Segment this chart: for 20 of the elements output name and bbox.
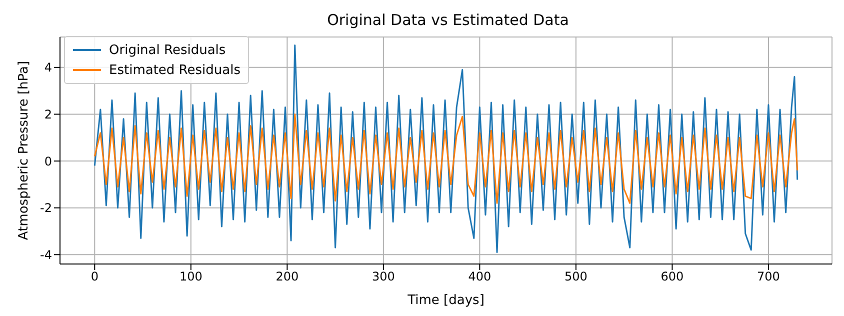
y-tick-label: 4 xyxy=(44,60,52,75)
x-tick-label: 200 xyxy=(276,270,299,284)
legend-label: Estimated Residuals xyxy=(109,62,240,78)
legend-label: Original Residuals xyxy=(109,42,226,58)
line-series xyxy=(94,113,798,204)
y-tick-label: 0 xyxy=(44,154,52,168)
x-tick-label: 400 xyxy=(468,270,492,284)
x-tick-label: 0 xyxy=(90,270,98,284)
y-tick-label: -2 xyxy=(40,201,52,216)
x-axis-title: Time [days] xyxy=(406,293,484,308)
x-tick-label: 700 xyxy=(757,270,780,284)
x-tick-label: 500 xyxy=(564,270,588,284)
y-tick-label: -4 xyxy=(40,248,52,262)
x-tick-label: 300 xyxy=(372,270,395,284)
line-series xyxy=(94,44,798,254)
x-tick-label: 100 xyxy=(179,270,202,284)
y-axis-title: Atmospheric Pressure [hPa] xyxy=(16,60,32,240)
chart-title: Original Data vs Estimated Data xyxy=(326,10,570,31)
y-tick-label: 2 xyxy=(44,107,52,122)
x-tick-label: 600 xyxy=(660,270,684,284)
